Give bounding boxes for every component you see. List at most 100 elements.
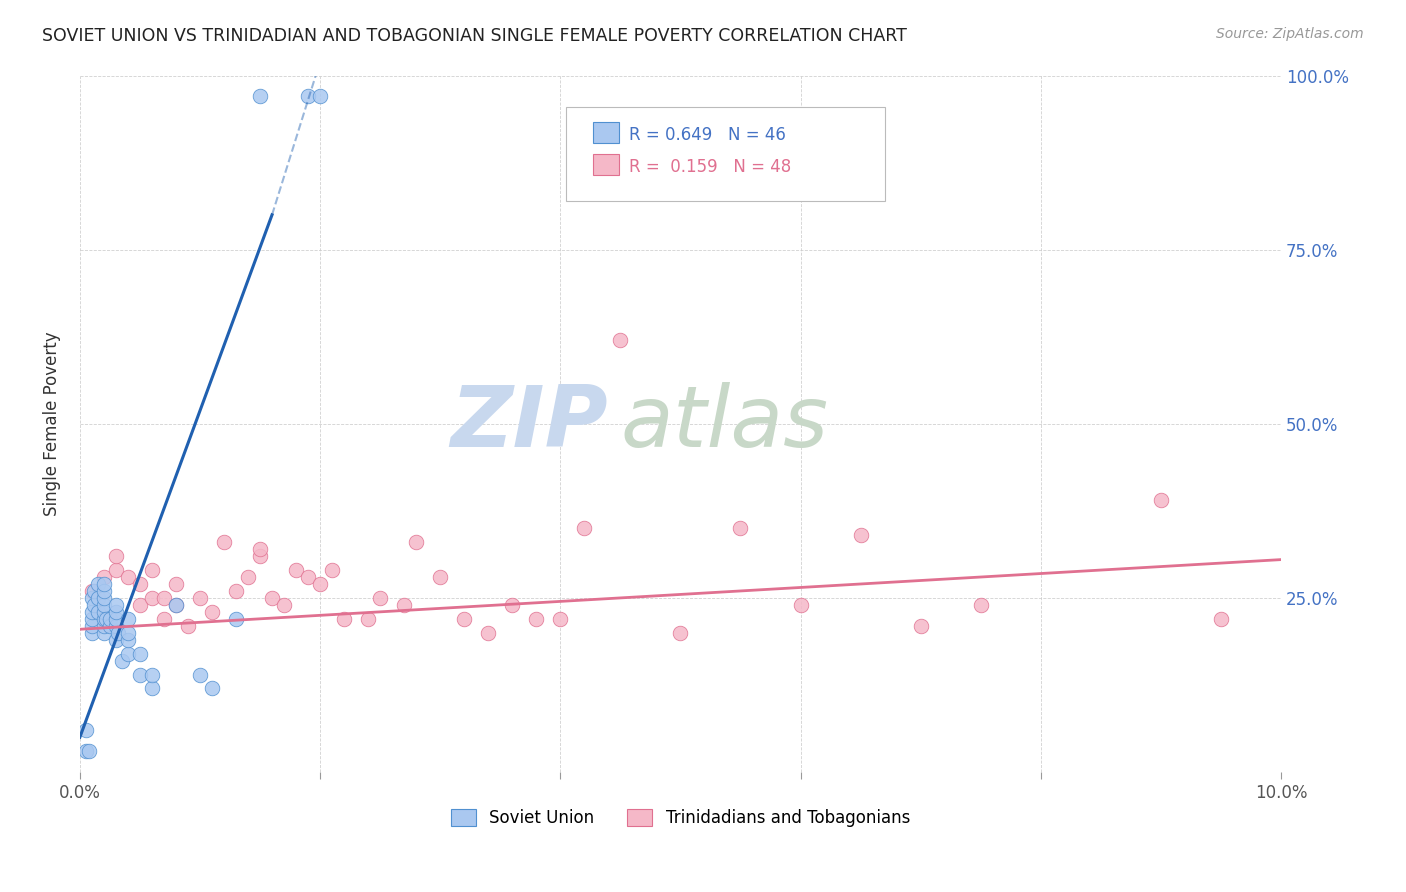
Point xyxy=(165,598,187,612)
Text: R = 0.649   N = 46: R = 0.649 N = 46 xyxy=(628,127,786,145)
Point xyxy=(83,584,105,599)
Point xyxy=(188,591,211,605)
Point xyxy=(104,563,127,577)
Bar xyxy=(593,122,619,143)
Point xyxy=(153,591,176,605)
Point xyxy=(477,625,499,640)
Bar xyxy=(593,154,619,175)
Point xyxy=(849,528,872,542)
Point xyxy=(93,625,115,640)
Text: SOVIET UNION VS TRINIDADIAN AND TOBAGONIAN SINGLE FEMALE POVERTY CORRELATION CHA: SOVIET UNION VS TRINIDADIAN AND TOBAGONI… xyxy=(42,27,907,45)
Point xyxy=(93,591,115,605)
FancyBboxPatch shape xyxy=(567,107,884,201)
Point xyxy=(117,632,139,647)
Point xyxy=(93,570,115,584)
Point xyxy=(357,612,380,626)
Point xyxy=(80,625,103,640)
Point xyxy=(297,89,319,103)
Point xyxy=(87,605,110,619)
Point xyxy=(117,612,139,626)
Point xyxy=(104,598,127,612)
Point xyxy=(910,619,932,633)
Point xyxy=(153,612,176,626)
Point xyxy=(501,598,523,612)
Point xyxy=(333,612,356,626)
Point xyxy=(429,570,451,584)
Point xyxy=(574,521,596,535)
Point xyxy=(141,667,163,681)
Point xyxy=(80,619,103,633)
Point xyxy=(392,598,415,612)
Point xyxy=(165,598,187,612)
Point xyxy=(117,570,139,584)
Point xyxy=(96,612,118,626)
Point xyxy=(1209,612,1232,626)
Point xyxy=(249,549,271,563)
Point xyxy=(285,563,308,577)
Point xyxy=(87,577,110,591)
Y-axis label: Single Female Poverty: Single Female Poverty xyxy=(44,332,60,516)
Point xyxy=(83,598,105,612)
Point xyxy=(80,584,103,599)
Point xyxy=(453,612,475,626)
Point xyxy=(104,612,127,626)
Point xyxy=(93,612,115,626)
Point xyxy=(669,625,692,640)
Text: atlas: atlas xyxy=(620,383,828,466)
Point xyxy=(609,333,631,347)
Point xyxy=(225,584,247,599)
Point xyxy=(165,577,187,591)
Point xyxy=(141,591,163,605)
Point xyxy=(789,598,811,612)
Point xyxy=(249,542,271,557)
Point xyxy=(104,605,127,619)
Point xyxy=(260,591,283,605)
Point xyxy=(236,570,259,584)
Point xyxy=(129,598,152,612)
Point xyxy=(188,667,211,681)
Point xyxy=(524,612,547,626)
Point xyxy=(93,619,115,633)
Point xyxy=(297,570,319,584)
Point xyxy=(273,598,295,612)
Point xyxy=(730,521,752,535)
Point xyxy=(249,89,271,103)
Point xyxy=(93,605,115,619)
Point xyxy=(80,612,103,626)
Point xyxy=(321,563,343,577)
Point xyxy=(93,598,115,612)
Point xyxy=(80,591,103,605)
Point xyxy=(1150,493,1173,508)
Point xyxy=(117,625,139,640)
Point xyxy=(98,619,121,633)
Point xyxy=(75,744,97,758)
Point xyxy=(80,605,103,619)
Point xyxy=(79,744,101,758)
Point xyxy=(201,605,224,619)
Point xyxy=(104,619,127,633)
Point xyxy=(177,619,200,633)
Text: ZIP: ZIP xyxy=(451,383,609,466)
Point xyxy=(970,598,993,612)
Point xyxy=(129,647,152,661)
Point xyxy=(405,535,427,549)
Point xyxy=(309,577,332,591)
Point xyxy=(107,625,129,640)
Point xyxy=(98,612,121,626)
Point xyxy=(104,632,127,647)
Point xyxy=(309,89,332,103)
Legend: Soviet Union, Trinidadians and Tobagonians: Soviet Union, Trinidadians and Tobagonia… xyxy=(444,802,917,833)
Point xyxy=(141,563,163,577)
Point xyxy=(550,612,572,626)
Point xyxy=(129,667,152,681)
Point xyxy=(93,577,115,591)
Point xyxy=(117,647,139,661)
Point xyxy=(212,535,235,549)
Point xyxy=(368,591,391,605)
Point xyxy=(225,612,247,626)
Point xyxy=(141,681,163,696)
Point xyxy=(104,549,127,563)
Point xyxy=(129,577,152,591)
Point xyxy=(111,654,134,668)
Point xyxy=(201,681,224,696)
